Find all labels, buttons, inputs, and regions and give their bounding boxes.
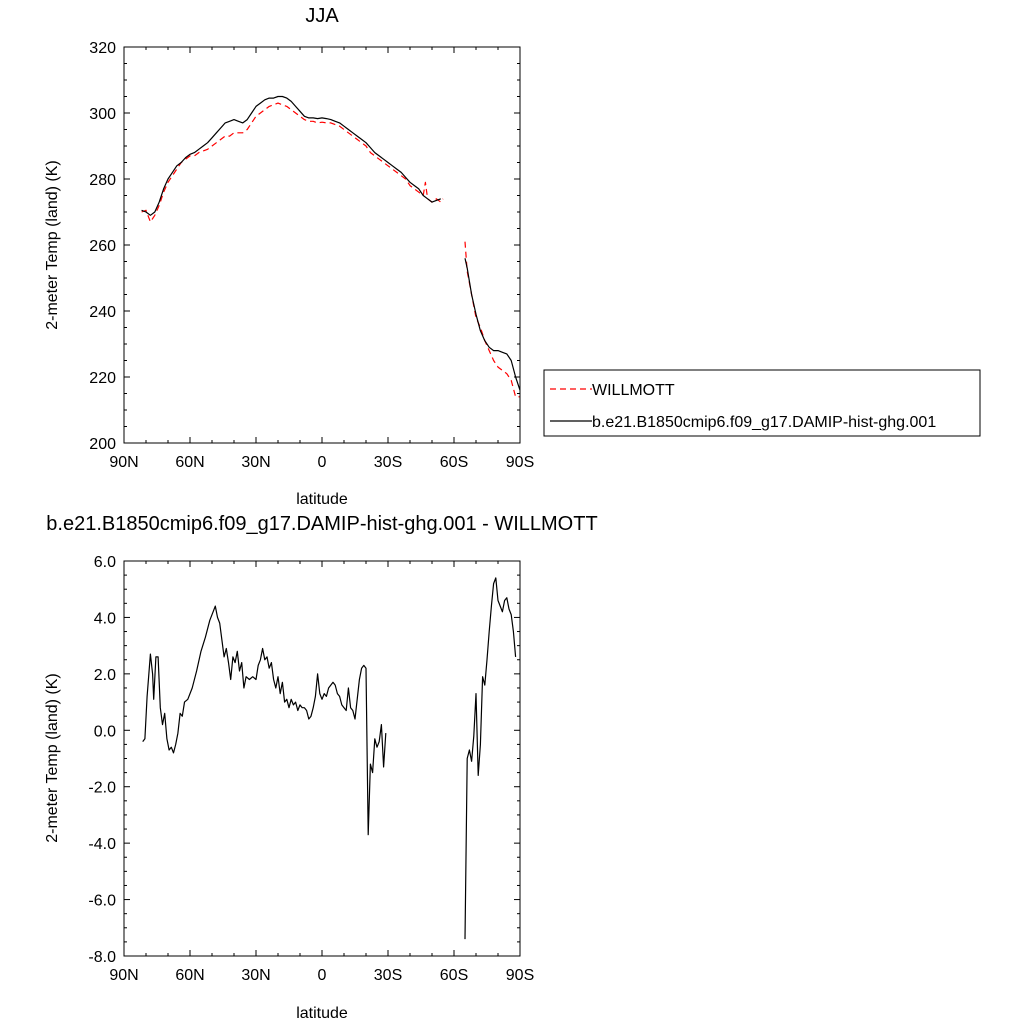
top-series-2-segment-2-line xyxy=(464,258,521,391)
top-y-tick-label: 300 xyxy=(89,106,116,123)
top-series-2-segment-1-line xyxy=(141,95,442,216)
top-x-tick-label: 90S xyxy=(506,454,534,471)
chart-top: JJA 2-meter Temp (land) (K) latitude 90N… xyxy=(44,5,534,508)
top-x-tick-label: 0 xyxy=(318,454,327,471)
legend-box xyxy=(543,369,981,437)
bottom-x-tick-label: 30S xyxy=(374,967,402,984)
top-y-tick-label: 320 xyxy=(89,40,116,57)
bottom-x-ticks: 90N 60N 30N 0 30S 60S 90S xyxy=(109,561,534,984)
top-series-1-segment-2-line xyxy=(464,241,520,398)
bottom-x-axis-label: latitude xyxy=(296,1005,348,1022)
top-series-1-segment-1-line xyxy=(141,102,444,223)
bottom-x-tick-label: 60N xyxy=(175,967,204,984)
bottom-y-tick-label: -2.0 xyxy=(88,780,116,797)
top-y-ticks: 200 220 240 260 280 300 320 xyxy=(89,40,520,453)
top-x-tick-label: 60S xyxy=(440,454,468,471)
bottom-x-tick-label: 60S xyxy=(440,967,468,984)
legend: WILLMOTT b.e21.B1850cmip6.f09_g17.DAMIP-… xyxy=(543,369,981,437)
top-y-tick-label: 280 xyxy=(89,172,116,189)
bottom-y-tick-label: -8.0 xyxy=(88,949,116,966)
top-y-tick-label: 200 xyxy=(89,436,116,453)
top-y-tick-label: 240 xyxy=(89,304,116,321)
bottom-y-tick-label: 0.0 xyxy=(94,723,116,740)
bottom-y-tick-label: 6.0 xyxy=(94,554,116,571)
bottom-series-1-segment-1-line xyxy=(142,605,387,836)
top-x-tick-label: 30S xyxy=(374,454,402,471)
top-x-tick-label: 60N xyxy=(175,454,204,471)
bottom-y-tick-label: -4.0 xyxy=(88,836,116,853)
bottom-x-tick-label: 0 xyxy=(318,967,327,984)
top-series-group xyxy=(141,95,521,398)
top-y-tick-label: 220 xyxy=(89,370,116,387)
top-x-tick-label: 30N xyxy=(241,454,270,471)
bottom-y-ticks: -8.0 -6.0 -4.0 -2.0 0.0 2.0 4.0 6.0 xyxy=(88,554,520,966)
legend-label-model: b.e21.B1850cmip6.f09_g17.DAMIP-hist-ghg.… xyxy=(592,414,936,431)
chart-bottom: b.e21.B1850cmip6.f09_g17.DAMIP-hist-ghg.… xyxy=(44,513,598,1022)
bottom-series-1-segment-2-line xyxy=(464,577,517,940)
top-y-axis-label: 2-meter Temp (land) (K) xyxy=(44,160,61,330)
bottom-y-tick-label: -6.0 xyxy=(88,893,116,910)
bottom-series-group xyxy=(142,577,517,940)
top-x-axis-label: latitude xyxy=(296,491,348,508)
top-y-tick-label: 260 xyxy=(89,238,116,255)
legend-label-willmott: WILLMOTT xyxy=(592,382,675,399)
bottom-x-tick-label: 90N xyxy=(109,967,138,984)
bottom-x-tick-label: 90S xyxy=(506,967,534,984)
bottom-y-tick-label: 4.0 xyxy=(94,610,116,627)
top-chart-title: JJA xyxy=(305,5,339,27)
bottom-y-tick-label: 2.0 xyxy=(94,667,116,684)
bottom-chart-title: b.e21.B1850cmip6.f09_g17.DAMIP-hist-ghg.… xyxy=(46,513,597,535)
top-plot-frame xyxy=(123,46,521,444)
bottom-plot-frame xyxy=(123,560,521,957)
bottom-y-axis-label: 2-meter Temp (land) (K) xyxy=(44,673,61,843)
top-x-ticks: 90N 60N 30N 0 30S 60S 90S xyxy=(109,47,534,471)
bottom-x-tick-label: 30N xyxy=(241,967,270,984)
top-x-tick-label: 90N xyxy=(109,454,138,471)
